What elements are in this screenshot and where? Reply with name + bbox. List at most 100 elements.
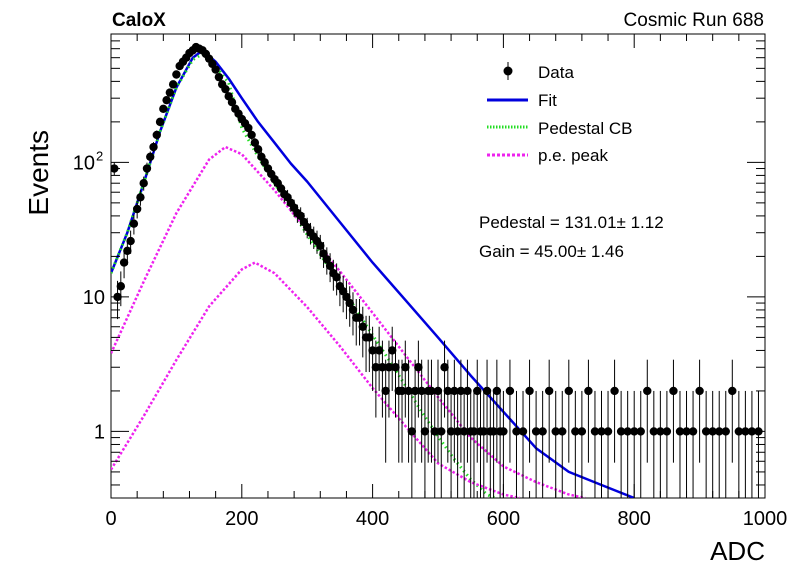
x-tick-label: 200 [225, 508, 258, 530]
data-point [715, 427, 724, 436]
header-left-label: CaloX [112, 10, 166, 31]
series-curve-fit [111, 49, 635, 498]
data-point [427, 386, 436, 396]
data-point [332, 273, 341, 282]
data-point [456, 386, 466, 396]
legend-label-pedestal: Pedestal CB [538, 119, 633, 138]
data-point [221, 84, 230, 94]
data-point [165, 88, 175, 97]
data-point [479, 427, 488, 436]
data-point [630, 427, 639, 436]
data-point [489, 427, 498, 436]
data-point [227, 98, 237, 107]
data-point [384, 363, 394, 372]
data-point [316, 241, 325, 250]
fit-result-pedestal: Pedestal = 131.01± 1.12 [479, 213, 664, 232]
data-point [675, 427, 685, 436]
data-point [172, 70, 181, 79]
data-point [453, 427, 462, 436]
data-point [512, 427, 521, 436]
data-point [459, 427, 469, 436]
data-point [391, 363, 400, 372]
data-point [417, 386, 426, 396]
x-tick-label: 800 [618, 508, 651, 530]
data-point [407, 427, 417, 436]
data-point [132, 204, 142, 214]
data-point [564, 386, 573, 396]
data-point [584, 386, 593, 396]
data-point [708, 427, 717, 436]
legend-marker-data [503, 62, 513, 80]
data-point [437, 427, 446, 436]
data-point [688, 427, 698, 436]
data-point [558, 427, 567, 436]
legend-label-fit: Fit [538, 91, 557, 110]
data-point [378, 363, 387, 372]
data-point [401, 363, 410, 372]
data-point [518, 427, 528, 436]
data-point [473, 386, 482, 396]
data-point [656, 427, 665, 436]
data-point [214, 72, 224, 82]
data-point [123, 246, 132, 256]
data-point [463, 386, 472, 396]
data-point [155, 117, 165, 127]
header-right-label: Cosmic Run 688 [624, 10, 764, 31]
data-point [410, 386, 420, 396]
data-point [397, 386, 407, 396]
data-point [355, 313, 364, 322]
data-point [211, 65, 220, 74]
data-point [741, 427, 750, 436]
data-point [433, 386, 443, 396]
data-point [374, 346, 384, 355]
data-point [296, 211, 305, 221]
data-point [116, 282, 126, 291]
y-tick-label: 1 [94, 421, 105, 443]
x-axis-label: ADC [710, 536, 765, 566]
data-point [590, 427, 600, 436]
data-point [388, 346, 397, 355]
data-point [142, 164, 152, 173]
data-point [695, 386, 704, 396]
data-point [430, 427, 439, 436]
data-point [152, 130, 161, 140]
data-point [146, 152, 155, 162]
data-point [404, 386, 413, 396]
data-point [368, 346, 377, 355]
data-point [505, 386, 515, 396]
x-tick-label: 0 [105, 508, 116, 530]
data-point [701, 427, 711, 436]
data-point [325, 261, 335, 271]
data-point [162, 95, 171, 105]
y-tick-label: 10 [83, 287, 105, 309]
data-point [734, 427, 744, 436]
data-point [358, 322, 367, 331]
data-point [168, 80, 178, 89]
data-point [365, 333, 374, 342]
data-point [129, 219, 139, 228]
data-point [440, 363, 449, 372]
data-point [149, 142, 158, 152]
data-point [662, 427, 672, 436]
legend-label-data: Data [538, 63, 574, 82]
data-point [126, 236, 135, 246]
data-point [531, 427, 541, 436]
data-point [371, 363, 381, 372]
data-point [603, 427, 613, 436]
data-point [571, 427, 580, 436]
plot-frame [110, 33, 766, 499]
data-point [381, 386, 390, 396]
data-point [247, 130, 256, 140]
data-point [345, 298, 354, 308]
data-point [492, 386, 502, 396]
data-point [597, 427, 606, 436]
data-point [499, 427, 508, 436]
data-point [577, 427, 587, 436]
series-curve-p-e-peak [111, 145, 586, 498]
data-point [136, 193, 145, 202]
data-point [450, 386, 459, 396]
data-point [250, 138, 260, 147]
data-point [443, 386, 453, 396]
data-point [139, 179, 148, 188]
series-curve-p-e-peak [111, 261, 521, 498]
